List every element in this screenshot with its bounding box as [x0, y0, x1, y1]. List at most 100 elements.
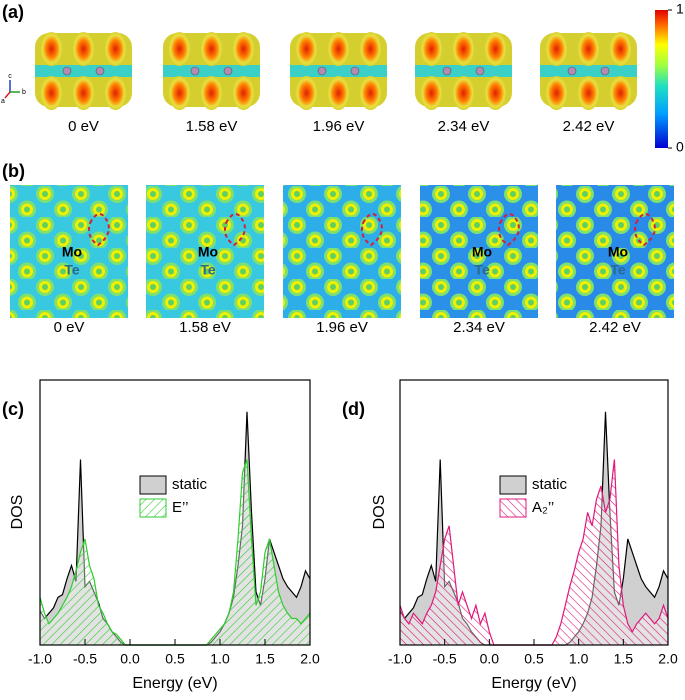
lobe — [577, 76, 600, 110]
atom — [350, 66, 360, 76]
atom — [95, 66, 105, 76]
caption: 2.34 eV — [438, 118, 490, 135]
atom-label: Mo — [608, 244, 628, 260]
chart: (d) static A₂’’ -1.0 -0.5 0.0 0.5 1.0 1.5 2.0 Ener… — [342, 379, 678, 692]
panel-a: (a) 0 eV 1.58 eV 1.96 eV 2.34 eV 2.42 eV c a b 0… — [1, 1, 684, 155]
charge-map — [556, 185, 674, 318]
lobe — [295, 76, 318, 110]
lobe — [200, 76, 223, 110]
isosurface-image — [415, 32, 512, 110]
x-tick-label: -0.5 — [73, 651, 97, 667]
dos-area — [400, 459, 668, 645]
isosurface-image — [35, 32, 132, 110]
atom — [475, 66, 485, 76]
map-atoms — [420, 185, 538, 318]
panel-label: (a) — [2, 2, 24, 22]
x-tick-label: 2.0 — [300, 651, 320, 667]
highlight — [634, 213, 656, 247]
legend-swatch — [499, 498, 527, 518]
axis-letter: c — [8, 73, 12, 80]
isosurface-image — [540, 32, 637, 110]
x-tick-label: 1.0 — [210, 651, 230, 667]
atom-label: Te — [610, 262, 626, 278]
lobe — [452, 76, 475, 110]
lobe — [40, 32, 63, 66]
map-atoms — [10, 185, 128, 318]
lobe — [359, 32, 382, 66]
lobe — [232, 32, 255, 66]
charge-map — [10, 185, 128, 318]
lobe — [359, 76, 382, 110]
colorbar — [655, 10, 668, 148]
panel-label: (c) — [2, 399, 24, 419]
x-tick-label: 2.0 — [658, 651, 678, 667]
isosurface-band — [163, 65, 260, 77]
isosurface-band — [540, 65, 637, 77]
map-atoms — [146, 185, 264, 318]
x-tick-label: 1.5 — [255, 651, 275, 667]
lobe — [232, 76, 255, 110]
lobe — [104, 32, 127, 66]
caption: 2.34 eV — [453, 319, 505, 336]
lobe — [577, 32, 600, 66]
lobe — [168, 32, 191, 66]
lobe — [327, 76, 350, 110]
lobe — [295, 32, 318, 66]
lobe — [484, 32, 507, 66]
atom-label: Mo — [62, 244, 82, 260]
isosurface-image — [290, 32, 387, 110]
caption: 1.96 eV — [313, 118, 365, 135]
x-tick-label: -0.5 — [433, 651, 457, 667]
legend-label: static — [172, 476, 208, 493]
lobe — [72, 76, 95, 110]
lobe — [545, 76, 568, 110]
atom — [567, 66, 577, 76]
panel-label: (d) — [342, 399, 365, 419]
lobe — [452, 32, 475, 66]
caption: 1.96 eV — [316, 319, 368, 336]
charge-map — [146, 185, 264, 318]
colorbar-label: 0 — [676, 139, 684, 155]
x-tick-label: 0.5 — [524, 651, 544, 667]
highlight — [498, 213, 520, 247]
caption: 2.42 eV — [589, 319, 641, 336]
atom — [62, 66, 72, 76]
x-tick-label: 0.5 — [165, 651, 185, 667]
lobe — [420, 32, 443, 66]
lobe — [168, 76, 191, 110]
caption: 1.58 eV — [186, 118, 238, 135]
lobe — [72, 32, 95, 66]
atom-label: Mo — [198, 244, 218, 260]
lobe — [40, 76, 63, 110]
charge-map — [283, 185, 401, 318]
x-tick-label: 1.5 — [614, 651, 634, 667]
axis-arrow — [4, 91, 11, 99]
x-tick-label: 0.0 — [480, 651, 500, 667]
atom-label: Te — [474, 262, 490, 278]
y-axis-label: DOS — [371, 495, 388, 530]
legend-swatch — [139, 475, 167, 495]
atom — [223, 66, 233, 76]
x-tick-label: 1.0 — [569, 651, 589, 667]
caption: 1.58 eV — [179, 319, 231, 336]
colorbar-label: 1 — [676, 1, 684, 17]
isosurface-band — [290, 65, 387, 77]
highlight — [361, 213, 383, 247]
map-atoms — [283, 185, 401, 318]
atom — [317, 66, 327, 76]
atom-label: Te — [200, 262, 216, 278]
panel-label: (b) — [2, 161, 25, 181]
caption: 0 eV — [68, 118, 99, 135]
y-axis-label: DOS — [9, 495, 26, 530]
lobe — [420, 76, 443, 110]
chart: (c) static E’’ -1.0 -0.5 0.0 0.5 1.0 1.5 2.0 Energ… — [2, 379, 320, 692]
highlight — [88, 213, 110, 247]
highlight — [224, 213, 246, 247]
lobe — [484, 76, 507, 110]
atom — [190, 66, 200, 76]
dos-area — [40, 459, 310, 645]
caption: 2.42 eV — [563, 118, 615, 135]
legend-swatch — [139, 498, 167, 518]
axis-letter: b — [22, 89, 26, 96]
